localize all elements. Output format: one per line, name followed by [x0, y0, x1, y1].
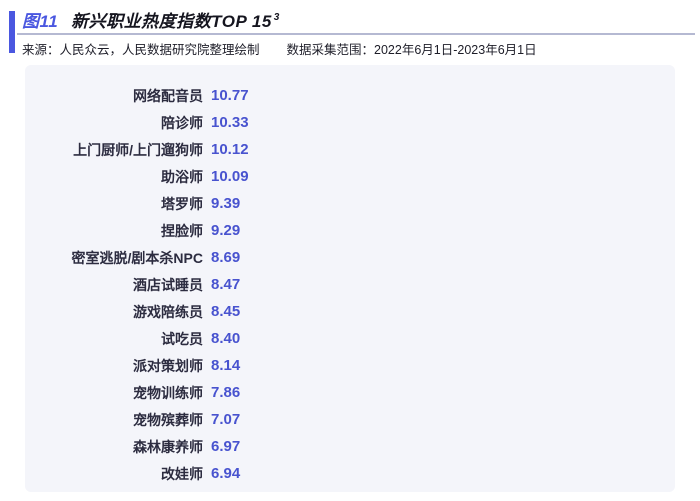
bar-track	[258, 278, 664, 291]
bar-row: 密室逃脱/剧本杀NPC 8.69	[25, 244, 675, 271]
source-label: 来源：人民众云，人民数据研究院整理绘制	[22, 43, 260, 57]
bar-track	[258, 386, 664, 399]
bar-row: 派对策划师 8.14	[25, 352, 675, 379]
bar-value-label: 10.77	[211, 87, 249, 104]
chart-header: 图11 新兴职业热度指数TOP 15 3	[22, 7, 280, 32]
bar-row: 助浴师 10.09	[25, 163, 675, 190]
bar-value-label: 9.39	[211, 195, 241, 212]
bar-value-label: 10.33	[211, 114, 249, 131]
bar-track	[258, 413, 664, 426]
bar-value-label: 6.97	[211, 438, 241, 455]
bar-row: 改娃师 6.94	[25, 460, 675, 487]
bar-row: 宠物训练师 7.86	[25, 379, 675, 406]
bar-track	[258, 197, 664, 210]
bar-row: 酒店试睡员 8.47	[25, 271, 675, 298]
bar-track	[258, 116, 664, 129]
bar-track	[258, 224, 664, 237]
bar-category-label: 试吃员	[161, 330, 203, 347]
bar-value-label: 9.29	[211, 222, 241, 239]
bar-row: 宠物殡葬师 7.07	[25, 406, 675, 433]
bar-value-label: 7.86	[211, 384, 241, 401]
bar-row: 陪诊师 10.33	[25, 109, 675, 136]
bar-track	[258, 89, 664, 102]
bar-track	[258, 305, 664, 318]
header-divider	[17, 33, 695, 35]
bar-value-label: 6.94	[211, 465, 241, 482]
bar-row: 游戏陪练员 8.45	[25, 298, 675, 325]
header-accent-bar	[9, 11, 15, 53]
bar-track	[258, 143, 664, 156]
bar-category-label: 上门厨师/上门遛狗师	[73, 141, 203, 158]
bar-track	[258, 251, 664, 264]
bar-category-label: 陪诊师	[161, 114, 203, 131]
bar-category-label: 宠物殡葬师	[133, 411, 203, 428]
bar-category-label: 网络配音员	[133, 87, 203, 104]
bar-row: 网络配音员 10.77	[25, 82, 675, 109]
bar-track	[258, 359, 664, 372]
bar-track	[258, 170, 664, 183]
bar-row: 试吃员 8.40	[25, 325, 675, 352]
bar-value-label: 8.14	[211, 357, 241, 374]
bar-category-label: 密室逃脱/剧本杀NPC	[71, 249, 203, 266]
bar-category-label: 酒店试睡员	[133, 276, 203, 293]
bar-row: 塔罗师 9.39	[25, 190, 675, 217]
data-collection-range-label: 数据采集范围：2022年6月1日-2023年6月1日	[286, 43, 537, 57]
page-title-text: 新兴职业热度指数TOP 15	[71, 12, 272, 31]
bar-category-label: 捏脸师	[161, 222, 203, 239]
bar-track	[258, 332, 664, 345]
bar-row: 森林康养师 6.97	[25, 433, 675, 460]
bar-category-label: 宠物训练师	[133, 384, 203, 401]
bar-value-label: 7.07	[211, 411, 241, 428]
title-footnote-superscript: 3	[273, 12, 280, 24]
bar-track	[258, 440, 664, 453]
bar-category-label: 助浴师	[161, 168, 203, 185]
bar-value-label: 8.45	[211, 303, 241, 320]
figure-number-label: 图11	[22, 12, 59, 31]
bar-value-label: 8.40	[211, 330, 241, 347]
source-row: 来源：人民众云，人民数据研究院整理绘制 数据采集范围：2022年6月1日-202…	[22, 39, 537, 58]
bar-category-label: 塔罗师	[161, 195, 203, 212]
bar-value-label: 10.12	[211, 141, 249, 158]
bar-value-label: 8.69	[211, 249, 241, 266]
bar-value-label: 8.47	[211, 276, 241, 293]
bar-row: 捏脸师 9.29	[25, 217, 675, 244]
bar-row: 上门厨师/上门遛狗师 10.12	[25, 136, 675, 163]
bar-chart: 网络配音员 10.77 陪诊师 10.33 上门厨师/上门遛狗师 10.12 助…	[25, 65, 675, 492]
bar-category-label: 游戏陪练员	[133, 303, 203, 320]
bar-track	[258, 467, 664, 480]
page-title: 新兴职业热度指数TOP 15 3	[71, 7, 280, 32]
bar-category-label: 派对策划师	[133, 357, 203, 374]
bar-category-label: 森林康养师	[133, 438, 203, 455]
bar-category-label: 改娃师	[161, 465, 203, 482]
bar-value-label: 10.09	[211, 168, 249, 185]
